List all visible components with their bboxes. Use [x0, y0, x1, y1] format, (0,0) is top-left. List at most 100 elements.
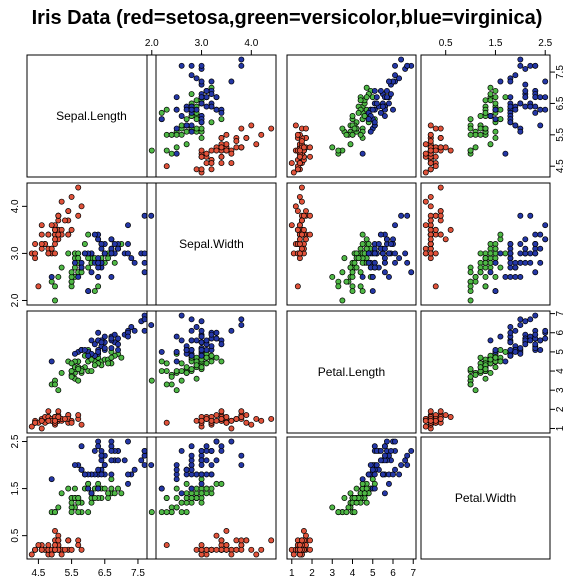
point-virginica-43-panel-2-0: [111, 331, 118, 338]
point-setosa-45-panel-1-2: [296, 250, 303, 257]
point-virginica-7-panel-3-2: [396, 471, 403, 478]
point-versicolor-34-panel-0-1: [198, 135, 205, 141]
point-virginica-49-panel-3-2: [371, 471, 378, 478]
point-versicolor-37-panel-3-1: [163, 495, 170, 501]
point-setosa-14-panel-1-0: [78, 203, 85, 210]
left-tick-label-1-0: 2.0: [10, 293, 21, 307]
point-virginica-30-panel-0-1: [188, 72, 195, 79]
point-versicolor-49-panel-2-0: [75, 366, 82, 373]
point-setosa-36-panel-0-3: [427, 131, 434, 138]
point-virginica-45-panel-2-0: [108, 345, 115, 352]
point-virginica-35-panel-1-0: [141, 250, 148, 257]
point-virginica-34-panel-2-3: [487, 337, 494, 344]
point-virginica-19-panel-1-0: [85, 288, 92, 295]
point-versicolor-23-panel-0-3: [477, 113, 484, 119]
point-setosa-23-panel-3-1: [213, 532, 220, 539]
point-versicolor-28-panel-0-1: [193, 116, 200, 123]
point-versicolor-41-panel-2-3: [487, 356, 494, 363]
point-versicolor-35-panel-2-1: [218, 358, 225, 365]
point-virginica-19-panel-3-1: [158, 485, 165, 492]
point-versicolor-21-panel-0-2: [349, 113, 356, 119]
point-virginica-31-panel-1-3: [517, 212, 524, 219]
left-tick-label-1-1: 3.0: [10, 246, 21, 260]
point-versicolor-47-panel-3-0: [91, 495, 98, 501]
point-setosa-24-panel-0-1: [218, 153, 225, 160]
point-virginica-19-panel-1-2: [369, 288, 376, 295]
point-versicolor-45-panel-0-3: [477, 125, 484, 132]
point-virginica-22-panel-3-2: [404, 462, 411, 468]
point-versicolor-23-panel-2-3: [477, 354, 484, 361]
point-virginica-47-panel-1-3: [517, 250, 524, 257]
point-virginica-21-panel-0-1: [188, 128, 195, 135]
variable-label-0: Sepal.Length: [56, 109, 127, 123]
point-virginica-48-panel-2-3: [532, 341, 539, 348]
point-versicolor-48-panel-1-0: [55, 274, 62, 280]
point-setosa-40-panel-3-1: [223, 542, 230, 549]
point-setosa-42-panel-2-0: [32, 419, 39, 426]
point-setosa-43-panel-3-1: [223, 528, 230, 534]
panel-frame-2-3: [420, 310, 551, 434]
point-virginica-48-panel-1-2: [377, 231, 384, 238]
point-virginica-48-panel-0-1: [218, 109, 225, 116]
point-versicolor-11-panel-3-2: [353, 485, 360, 492]
point-versicolor-49-panel-3-1: [188, 495, 195, 501]
point-virginica-28-panel-0-3: [522, 103, 529, 110]
point-versicolor-10-panel-1-2: [339, 297, 346, 304]
point-virginica-33-panel-2-1: [188, 347, 195, 353]
point-versicolor-37-panel-1-3: [482, 283, 489, 290]
point-virginica-47-panel-0-2: [373, 100, 380, 107]
point-virginica-33-panel-1-3: [492, 259, 499, 266]
point-versicolor-34-panel-1-0: [65, 250, 72, 257]
point-virginica-29-panel-3-2: [386, 480, 392, 487]
point-virginica-19-panel-3-0: [85, 485, 92, 492]
point-setosa-47-panel-2-0: [38, 417, 45, 424]
point-setosa-49-panel-3-1: [213, 546, 220, 553]
point-virginica-34-panel-1-0: [88, 269, 95, 276]
point-versicolor-11-panel-2-3: [492, 364, 499, 371]
point-versicolor-29-panel-2-0: [75, 377, 82, 384]
point-setosa-45-panel-0-3: [432, 153, 439, 160]
point-versicolor-14-panel-3-2: [341, 495, 348, 501]
point-virginica-47-panel-3-0: [101, 462, 108, 468]
right-tick-label-2-6: 7: [555, 310, 566, 316]
point-setosa-22-panel-2-0: [38, 425, 45, 432]
point-setosa-32-panel-1-0: [58, 198, 65, 205]
point-virginica-22-panel-1-0: [141, 259, 148, 266]
point-virginica-5-panel-1-2: [402, 250, 409, 257]
point-setosa-13-panel-0-2: [290, 169, 297, 176]
point-setosa-47-panel-0-3: [427, 160, 434, 167]
point-versicolor-31-panel-2-1: [168, 373, 175, 380]
point-virginica-44-panel-2-0: [108, 335, 115, 342]
point-versicolor-30-panel-2-3: [472, 371, 479, 378]
point-versicolor-15-panel-2-1: [203, 360, 210, 367]
point-virginica-34-panel-2-1: [178, 337, 185, 344]
point-setosa-15-panel-1-2: [298, 184, 305, 191]
point-virginica-45-panel-0-2: [373, 94, 380, 101]
point-virginica-21-panel-2-0: [71, 350, 78, 357]
panel-frame-2-0: [26, 310, 157, 434]
point-virginica-38-panel-2-0: [85, 352, 92, 359]
point-setosa-33-panel-0-1: [258, 131, 265, 138]
point-versicolor-36-panel-0-3: [492, 94, 499, 101]
point-virginica-34-panel-0-2: [381, 113, 388, 119]
point-setosa-31-panel-0-1: [218, 135, 225, 141]
point-setosa-37-panel-1-3: [422, 222, 429, 229]
point-virginica-17-panel-0-1: [238, 62, 245, 69]
point-virginica-7-panel-0-2: [396, 75, 403, 82]
point-versicolor-43-panel-0-1: [163, 147, 170, 154]
point-virginica-37-panel-3-2: [379, 471, 386, 478]
point-setosa-25-panel-0-1: [198, 147, 205, 154]
point-virginica-0-panel-2-0: [95, 329, 102, 336]
point-setosa-43-panel-1-3: [447, 226, 454, 233]
point-virginica-37-panel-0-2: [379, 103, 386, 110]
point-virginica-33-panel-2-3: [492, 347, 499, 353]
point-versicolor-33-panel-1-3: [497, 264, 504, 271]
point-versicolor-22-panel-1-3: [492, 274, 499, 280]
point-virginica-2-panel-0-3: [522, 81, 529, 88]
point-virginica-38-panel-2-3: [507, 352, 514, 359]
point-setosa-44-panel-3-0: [55, 537, 62, 544]
point-virginica-48-panel-0-2: [377, 109, 384, 116]
point-versicolor-36-panel-2-1: [203, 354, 210, 361]
point-setosa-45-panel-3-0: [45, 542, 52, 549]
point-virginica-39-panel-2-3: [522, 341, 529, 348]
